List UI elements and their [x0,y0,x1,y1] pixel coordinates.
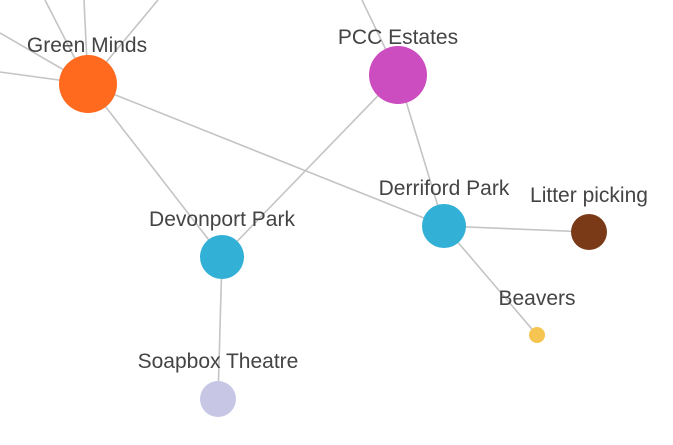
edge-pcc-estates-devonport-park [221,74,399,258]
node-circle-pcc-estates[interactable] [369,46,427,104]
node-litter-picking[interactable]: Litter picking [530,184,648,250]
edge-green-minds-derriford-park [87,83,445,227]
node-circle-derriford-park[interactable] [422,204,466,248]
node-soapbox-theatre[interactable]: Soapbox Theatre [138,350,299,417]
node-label-derriford-park: Derriford Park [379,177,510,200]
edge-derriford-park-litter-picking [443,225,590,233]
node-label-beavers: Beavers [498,287,575,310]
node-beavers[interactable]: Beavers [498,287,576,343]
node-devonport-park[interactable]: Devonport Park [149,208,295,279]
node-circle-soapbox-theatre[interactable] [200,381,236,417]
node-circle-beavers[interactable] [529,327,545,343]
node-derriford-park[interactable]: Derriford Park [379,177,510,248]
node-label-litter-picking: Litter picking [530,184,648,207]
node-label-pcc-estates: PCC Estates [338,26,458,49]
node-circle-litter-picking[interactable] [571,214,607,250]
edges-layer [0,0,590,400]
edge-derriford-park-beavers [443,225,538,336]
node-pcc-estates[interactable]: PCC Estates [338,26,458,104]
node-circle-green-minds[interactable] [59,55,117,113]
edge-green-minds-devonport-park [87,83,223,258]
node-label-soapbox-theatre: Soapbox Theatre [138,350,299,373]
node-green-minds[interactable]: Green Minds [27,34,147,113]
edge-devonport-park-soapbox-theatre [217,256,223,400]
node-circle-devonport-park[interactable] [200,235,244,279]
nodes-layer: Green Minds PCC Estates Derriford Park Devo… [27,26,648,417]
node-label-green-minds: Green Minds [27,34,147,57]
node-label-devonport-park: Devonport Park [149,208,295,231]
